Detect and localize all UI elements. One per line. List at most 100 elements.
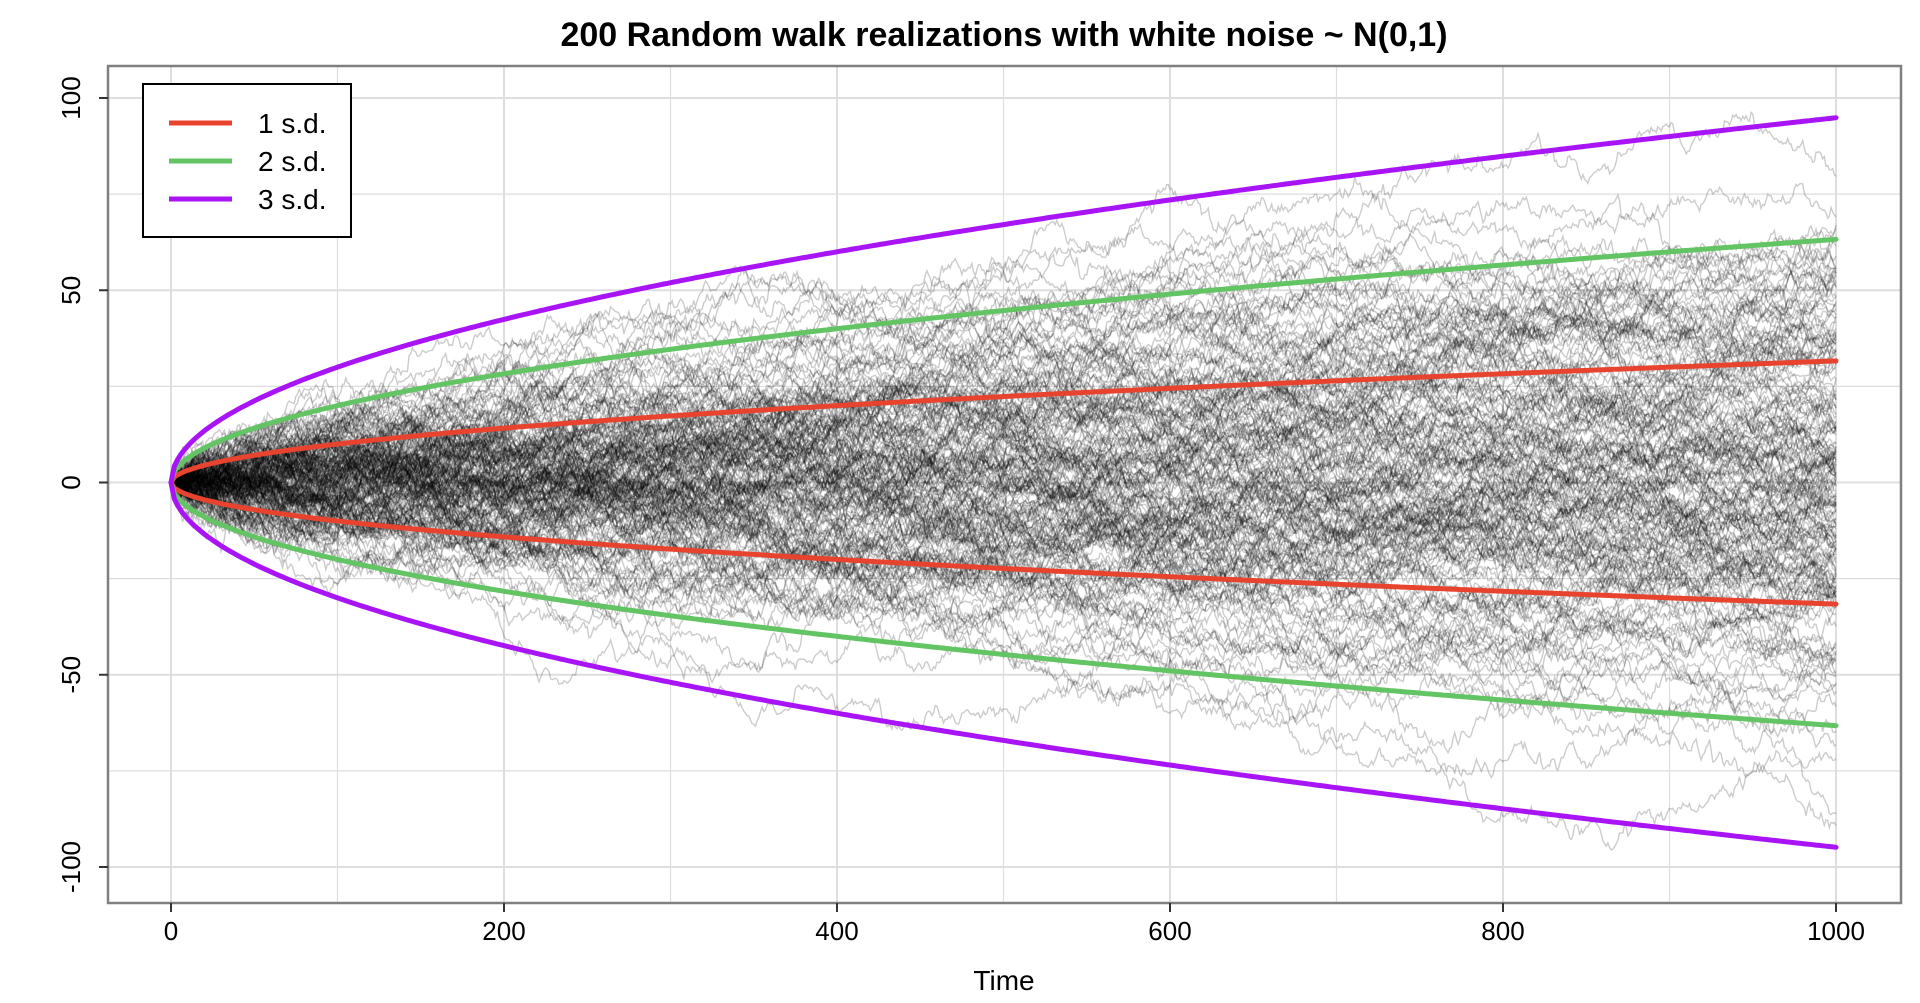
y-axis: -100 -50 0 50 100 <box>56 76 108 893</box>
random-walk-path <box>170 252 1837 494</box>
random-walk-path <box>170 320 1837 508</box>
random-walk-path <box>170 394 1837 524</box>
random-walk-path <box>170 381 1837 509</box>
random-walk-path <box>170 478 1837 686</box>
random-walk-path <box>170 432 1837 624</box>
random-walk-path <box>170 437 1837 656</box>
x-tick-label: 0 <box>164 916 178 946</box>
random-walk-path <box>170 400 1837 554</box>
random-walk-path <box>170 326 1837 491</box>
y-tick-label: -100 <box>56 841 86 893</box>
random-walk-path <box>170 227 1837 509</box>
random-walk-path <box>170 397 1837 546</box>
x-tick-label: 800 <box>1481 916 1524 946</box>
random-walk-path <box>170 372 1837 558</box>
random-walk-path <box>170 445 1837 578</box>
random-walk-path <box>170 412 1837 546</box>
random-walk-path <box>170 241 1837 514</box>
random-walk-path <box>170 440 1837 722</box>
random-walk-path <box>170 410 1837 580</box>
random-walk-path <box>170 244 1837 502</box>
random-walk-path <box>170 441 1837 574</box>
legend-label: 1 s.d. <box>258 108 326 139</box>
y-tick-label: 50 <box>56 276 86 305</box>
random-walk-path <box>170 391 1837 534</box>
random-walk-path <box>170 362 1837 629</box>
random-walk-path <box>170 110 1837 496</box>
random-walk-path <box>170 289 1837 502</box>
random-walk-path <box>170 441 1837 553</box>
random-walk-path <box>170 403 1837 513</box>
random-walk-path <box>170 447 1837 567</box>
random-walk-path <box>170 334 1837 505</box>
x-tick-label: 400 <box>815 916 858 946</box>
random-walk-path <box>170 431 1837 663</box>
random-walk-path <box>170 369 1837 531</box>
random-walk-path <box>170 233 1837 485</box>
random-walk-path <box>170 365 1837 522</box>
random-walk-path <box>171 424 1837 623</box>
lower-3sd-band-line <box>168 480 1839 850</box>
random-walk-path <box>170 387 1837 503</box>
random-walk-path <box>170 397 1837 539</box>
lower-1sd-band-line <box>168 480 1839 607</box>
random-walk-path <box>170 253 1837 483</box>
random-walk-path <box>170 395 1837 615</box>
random-walk-path <box>170 446 1837 661</box>
random-walk-path <box>170 442 1837 581</box>
random-walk-path <box>170 410 1837 605</box>
random-walk-path <box>170 315 1837 487</box>
random-walk-path <box>170 307 1837 509</box>
random-walk-path <box>170 214 1837 489</box>
random-walk-path <box>170 421 1837 552</box>
random-walk-path <box>170 471 1837 739</box>
random-walk-path <box>170 348 1837 571</box>
random-walk-path <box>170 420 1837 535</box>
random-walk-path <box>170 301 1837 527</box>
sd-bands <box>168 115 1839 850</box>
random-walk-path <box>170 410 1837 624</box>
random-walk-path <box>170 468 1837 622</box>
random-walk-path <box>170 265 1837 504</box>
random-walk-path <box>170 380 1837 573</box>
random-walk-path <box>170 297 1837 488</box>
random-walk-realizations <box>170 110 1837 851</box>
x-axis-title: Time <box>973 965 1034 996</box>
random-walk-path <box>170 384 1837 637</box>
random-walk-path <box>170 375 1837 536</box>
y-tick-label: 100 <box>56 76 86 119</box>
random-walk-path <box>170 479 1837 699</box>
random-walk-path <box>170 427 1837 582</box>
random-walk-path <box>170 350 1837 524</box>
plot-panel-border <box>106 64 1903 905</box>
random-walk-path <box>170 403 1837 543</box>
random-walk-path <box>170 421 1837 612</box>
random-walk-path <box>170 307 1837 537</box>
random-walk-path <box>170 461 1837 735</box>
random-walk-path <box>170 228 1837 491</box>
random-walk-path <box>170 401 1837 552</box>
random-walk-path <box>170 415 1837 749</box>
random-walk-path <box>170 378 1837 534</box>
random-walk-path <box>170 427 1837 570</box>
random-walk-path <box>170 336 1837 505</box>
random-walk-path <box>170 458 1837 589</box>
x-tick-label: 1000 <box>1807 916 1865 946</box>
random-walk-path <box>170 342 1837 500</box>
chart-title: 200 Random walk realizations with white … <box>560 16 1447 54</box>
random-walk-path <box>170 358 1837 522</box>
random-walk-path <box>170 416 1837 589</box>
random-walk-path <box>170 464 1837 737</box>
random-walk-path <box>170 387 1837 649</box>
y-tick-label: -50 <box>56 656 86 694</box>
random-walk-path <box>170 453 1837 682</box>
random-walk-path <box>170 410 1837 603</box>
random-walk-path <box>170 367 1837 545</box>
random-walk-path <box>170 455 1837 816</box>
random-walk-path <box>170 343 1837 557</box>
random-walk-path <box>170 457 1837 851</box>
random-walk-path <box>170 405 1837 617</box>
random-walk-path <box>170 330 1837 528</box>
random-walk-path <box>170 344 1837 637</box>
